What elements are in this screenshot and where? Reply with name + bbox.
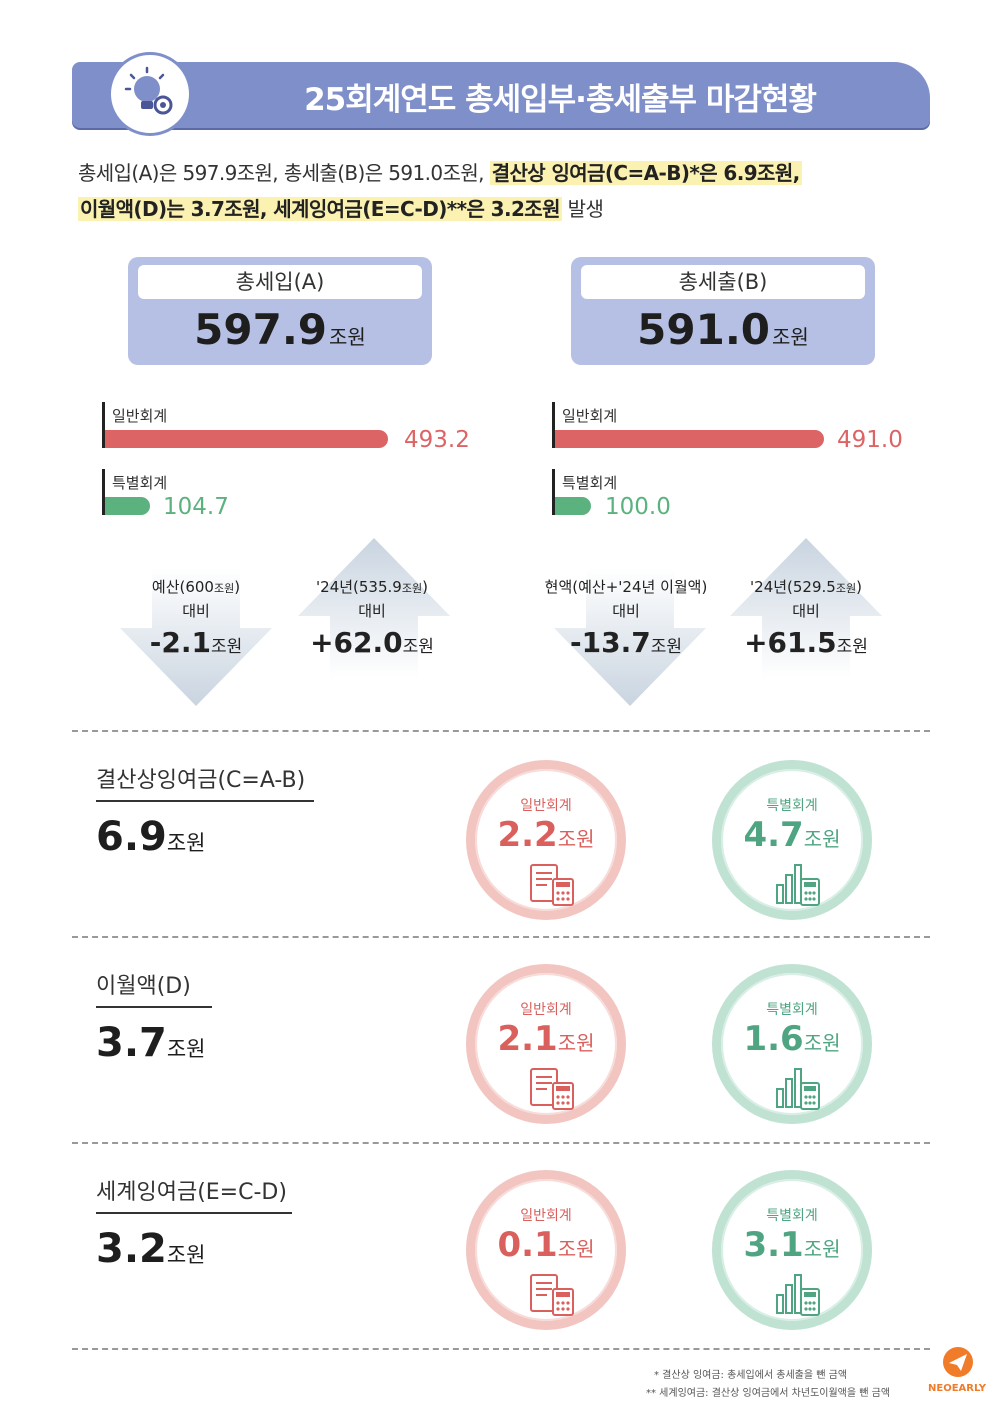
surplus-title: 결산상잉여금(C=A-B)	[96, 768, 306, 793]
arrow-up-icon	[298, 538, 450, 678]
rev-general-label: 일반회계	[112, 407, 168, 425]
exp-special-label: 특별회계	[562, 474, 618, 492]
header-banner	[72, 62, 930, 128]
arrow-down-icon	[120, 568, 272, 706]
carryover-general-circle: 일반회계 2.1조원	[466, 964, 626, 1124]
fiscal-surplus-general-circle: 일반회계 0.1조원	[466, 1170, 626, 1330]
carryover-special-circle: 특별회계 1.6조원	[712, 964, 872, 1124]
divider	[72, 936, 930, 938]
footnote-1: * 결산상 잉여금: 총세입에서 총세출을 뺀 금액	[654, 1370, 848, 1381]
carryover-title: 이월액(D)	[96, 974, 191, 999]
chart-calculator-icon	[776, 1274, 820, 1316]
exp-special-bar	[555, 497, 591, 515]
comparison-prev-year-expenditure: '24년(529.5조원) 대비 +61.5조원	[744, 578, 868, 659]
total-revenue-box: 총세입(A) 597.9 조원	[128, 257, 432, 365]
rev-special-tick	[102, 469, 105, 515]
exp-general-bar	[555, 430, 824, 448]
fiscal-surplus-title: 세계잉여금(E=C-D)	[96, 1180, 287, 1205]
divider	[72, 1348, 930, 1350]
exp-general-label: 일반회계	[562, 407, 618, 425]
rev-special-bar	[105, 497, 150, 515]
receipt-calculator-icon	[530, 864, 574, 906]
fiscal-surplus-value: 3.2조원	[96, 1226, 206, 1272]
total-expenditure-label: 총세출(B)	[581, 265, 865, 299]
fiscal-surplus-title-underline	[96, 1212, 292, 1214]
total-revenue-value: 597.9 조원	[194, 305, 366, 354]
rev-general-tick	[102, 402, 105, 448]
divider	[72, 730, 930, 732]
fiscal-surplus-special-circle: 특별회계 3.1조원	[712, 1170, 872, 1330]
divider	[72, 1142, 930, 1144]
rev-special-label: 특별회계	[112, 474, 168, 492]
surplus-special-circle: 특별회계 4.7조원	[712, 760, 872, 920]
page-title: 25회계연도 총세입부·총세출부 마감현황	[304, 82, 817, 118]
surplus-general-circle: 일반회계 2.2조원	[466, 760, 626, 920]
intro-highlight-2: 이월액(D)는 3.7조원, 세계잉여금(E=C-D)**은 3.2조원	[78, 197, 562, 221]
receipt-calculator-icon	[530, 1274, 574, 1316]
logo-text: NEOEARLY	[928, 1383, 987, 1394]
neoearly-logo-icon	[943, 1347, 973, 1377]
exp-general-value: 491.0	[837, 427, 903, 453]
rev-special-value: 104.7	[163, 494, 229, 520]
intro-part1: 총세입(A)은 597.9조원, 총세출(B)은 591.0조원,	[78, 161, 485, 185]
carryover-title-underline	[96, 1006, 212, 1008]
footnote-2: ** 세계잉여금: 결산상 잉여금에서 차년도이월액을 뺀 금액	[646, 1388, 891, 1399]
chart-calculator-icon	[776, 864, 820, 906]
comparison-budget: 예산(600조원) 대비 -2.1조원	[149, 578, 243, 659]
receipt-calculator-icon	[530, 1068, 574, 1110]
arrow-down-icon	[554, 568, 706, 706]
comparison-current-amount: 현액(예산+'24년 이월액) 대비 -13.7조원	[544, 578, 708, 659]
intro-highlight-1: 결산상 잉여금(C=A-B)*은 6.9조원,	[489, 161, 802, 185]
total-expenditure-value: 591.0 조원	[637, 305, 809, 354]
total-revenue-label: 총세입(A)	[138, 265, 422, 299]
chart-calculator-icon	[776, 1068, 820, 1110]
exp-special-value: 100.0	[605, 494, 671, 520]
exp-general-tick	[552, 402, 555, 448]
comparison-prev-year-revenue: '24년(535.9조원) 대비 +62.0조원	[310, 578, 434, 659]
surplus-value: 6.9조원	[96, 814, 206, 860]
intro-text: 총세입(A)은 597.9조원, 총세출(B)은 591.0조원, 결산상 잉여…	[78, 155, 938, 227]
rev-general-bar	[105, 430, 388, 448]
intro-part2: 발생	[567, 197, 604, 221]
carryover-value: 3.7조원	[96, 1020, 206, 1066]
arrow-up-icon	[730, 538, 882, 678]
exp-special-tick	[552, 469, 555, 515]
lightbulb-gear-icon	[108, 52, 192, 136]
surplus-title-underline	[96, 800, 314, 802]
rev-general-value: 493.2	[404, 427, 470, 453]
total-expenditure-box: 총세출(B) 591.0 조원	[571, 257, 875, 365]
